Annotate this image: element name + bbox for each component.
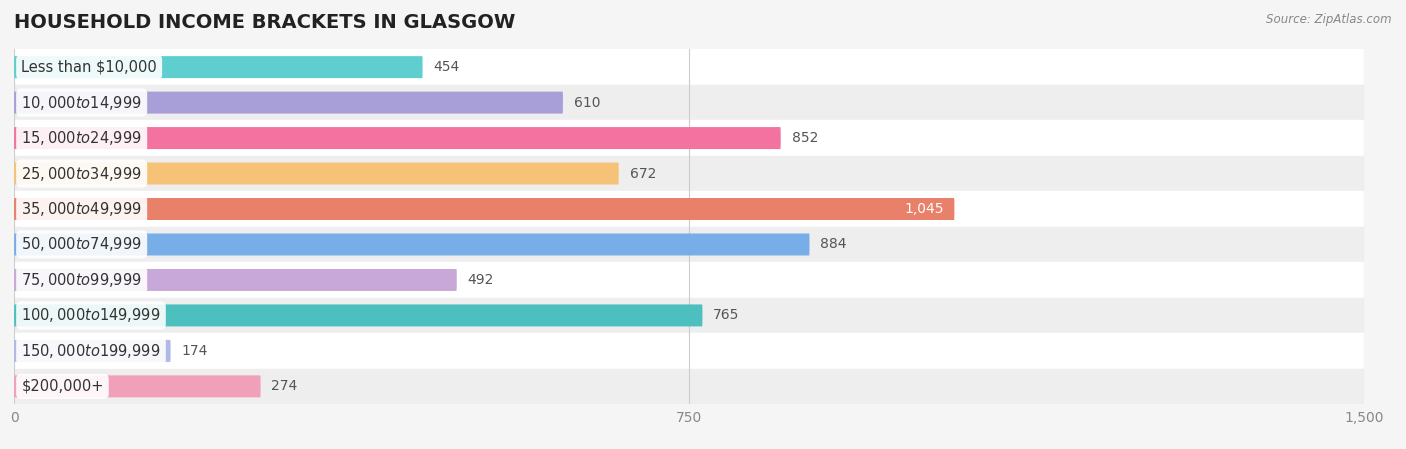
Text: $100,000 to $149,999: $100,000 to $149,999 <box>21 306 160 325</box>
Bar <box>14 156 1364 191</box>
FancyBboxPatch shape <box>14 304 703 326</box>
Text: 492: 492 <box>468 273 494 287</box>
Text: $50,000 to $74,999: $50,000 to $74,999 <box>21 235 142 254</box>
Text: $200,000+: $200,000+ <box>21 379 104 394</box>
Text: Source: ZipAtlas.com: Source: ZipAtlas.com <box>1267 13 1392 26</box>
FancyBboxPatch shape <box>14 340 170 362</box>
Text: $35,000 to $49,999: $35,000 to $49,999 <box>21 200 142 218</box>
FancyBboxPatch shape <box>14 127 780 149</box>
Text: $25,000 to $34,999: $25,000 to $34,999 <box>21 164 142 183</box>
Text: $150,000 to $199,999: $150,000 to $199,999 <box>21 342 160 360</box>
FancyBboxPatch shape <box>14 233 810 255</box>
FancyBboxPatch shape <box>14 375 260 397</box>
Bar <box>14 191 1364 227</box>
Text: 1,045: 1,045 <box>904 202 943 216</box>
Text: HOUSEHOLD INCOME BRACKETS IN GLASGOW: HOUSEHOLD INCOME BRACKETS IN GLASGOW <box>14 13 516 32</box>
Text: $10,000 to $14,999: $10,000 to $14,999 <box>21 93 142 112</box>
Text: 852: 852 <box>792 131 818 145</box>
Text: 454: 454 <box>433 60 460 74</box>
FancyBboxPatch shape <box>14 56 423 78</box>
Text: 672: 672 <box>630 167 657 180</box>
Text: 765: 765 <box>713 308 740 322</box>
Bar <box>14 49 1364 85</box>
Text: 274: 274 <box>271 379 298 393</box>
Bar <box>14 262 1364 298</box>
Bar <box>14 333 1364 369</box>
Text: Less than $10,000: Less than $10,000 <box>21 60 157 75</box>
Text: $15,000 to $24,999: $15,000 to $24,999 <box>21 129 142 147</box>
FancyBboxPatch shape <box>14 92 562 114</box>
Bar <box>14 227 1364 262</box>
Bar <box>14 120 1364 156</box>
Text: 174: 174 <box>181 344 208 358</box>
Text: 884: 884 <box>820 238 846 251</box>
Text: 610: 610 <box>574 96 600 110</box>
Bar <box>14 369 1364 404</box>
Text: $75,000 to $99,999: $75,000 to $99,999 <box>21 271 142 289</box>
Bar <box>14 298 1364 333</box>
Bar <box>14 85 1364 120</box>
FancyBboxPatch shape <box>14 269 457 291</box>
FancyBboxPatch shape <box>14 198 955 220</box>
FancyBboxPatch shape <box>14 163 619 185</box>
